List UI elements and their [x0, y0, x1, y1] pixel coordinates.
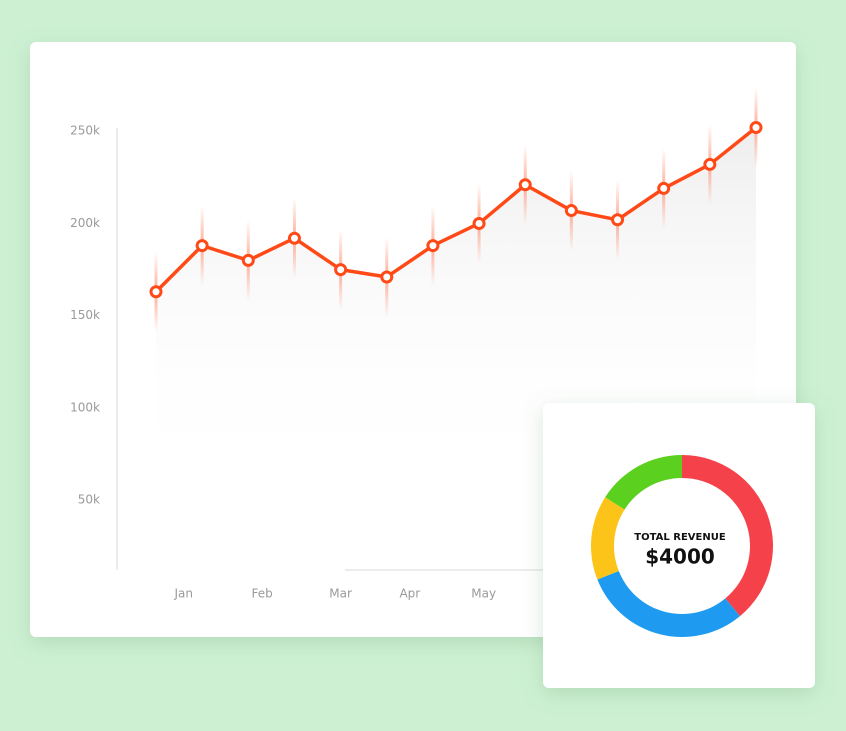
y-tick-label: 50k	[78, 493, 100, 507]
donut-segment	[605, 455, 682, 510]
point	[657, 181, 671, 195]
donut-segment	[682, 455, 773, 617]
point	[380, 270, 394, 284]
donut-card	[543, 403, 815, 688]
donut-value: $4000	[645, 545, 715, 569]
line-chart: 50k 100k 150k 200k 250k Jan Feb Mar Apr May	[70, 87, 763, 601]
donut-chart: TOTAL REVENUE $4000	[591, 455, 773, 637]
line	[154, 126, 758, 293]
donut-title: TOTAL REVENUE	[634, 532, 726, 543]
y-tick-label: 200k	[70, 216, 100, 230]
x-tick-label: Mar	[329, 587, 352, 601]
point	[195, 239, 209, 253]
point	[241, 253, 255, 267]
x-tick-label: Feb	[252, 587, 273, 601]
donut-segment	[591, 497, 625, 580]
x-tick-label: Apr	[399, 587, 420, 601]
point	[287, 231, 301, 245]
y-tick-label: 250k	[70, 124, 100, 138]
point	[472, 216, 486, 230]
point	[703, 157, 717, 171]
x-tick-label: Jan	[173, 587, 193, 601]
point	[149, 285, 163, 299]
point	[564, 204, 578, 218]
y-tick-label: 100k	[70, 400, 100, 414]
point	[518, 178, 532, 192]
area-fill	[156, 127, 756, 480]
donut-segment	[597, 571, 741, 637]
point	[749, 121, 763, 135]
x-tick-label: May	[471, 587, 496, 601]
point	[611, 213, 625, 227]
point	[334, 263, 348, 277]
point	[426, 239, 440, 253]
y-tick-label: 150k	[70, 308, 100, 322]
